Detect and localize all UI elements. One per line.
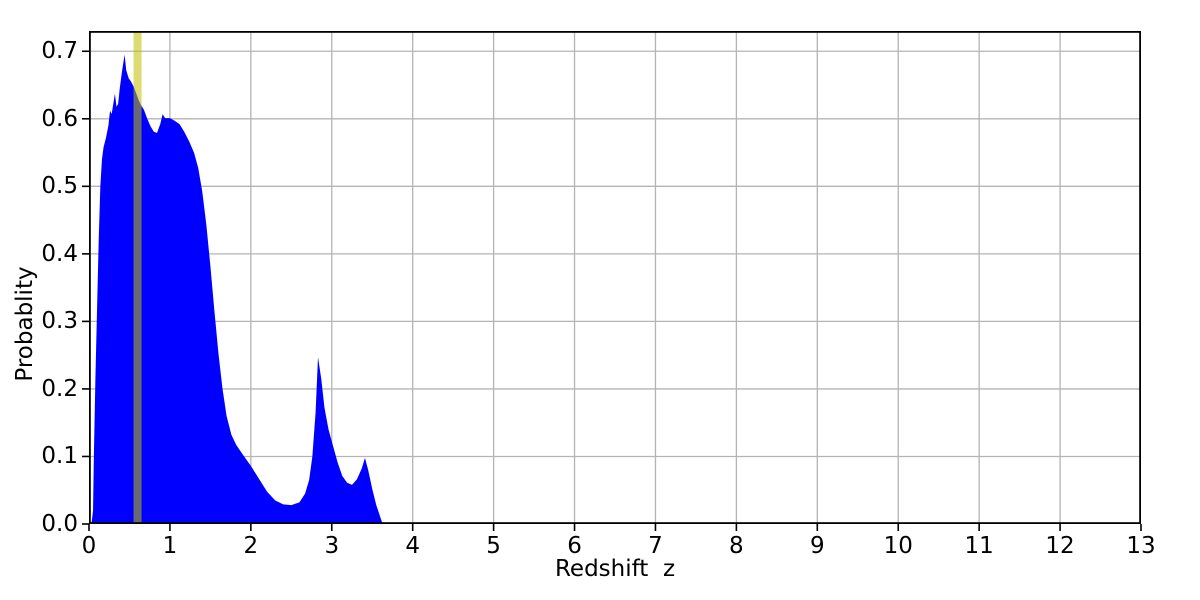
axes-spines: [88, 30, 1141, 525]
x-tick-label: 10: [883, 533, 913, 559]
plot-svg: [82, 30, 1142, 531]
y-tick-label: 0.3: [41, 308, 78, 335]
x-tick-label: 0: [81, 533, 97, 559]
x-axis-label: Redshift z: [554, 556, 676, 582]
distribution-area: [91, 54, 383, 524]
x-tick-label: 12: [1045, 533, 1075, 559]
y-tick-label: 0.4: [41, 240, 78, 267]
y-tick-label: 0.0: [41, 511, 78, 537]
y-tick-label: 0.6: [41, 105, 78, 132]
x-tick-label: 2: [243, 533, 259, 559]
x-tick-label: 4: [405, 533, 420, 559]
y-tick-label: 0.7: [41, 38, 78, 65]
x-tick-label: 1: [162, 533, 178, 559]
x-tick-label: 9: [809, 533, 825, 559]
y-tick-label: 0.5: [41, 173, 78, 200]
y-tick-label: 0.2: [41, 375, 78, 402]
x-tick-label: 5: [486, 533, 501, 559]
y-tick-label: 0.1: [41, 443, 78, 470]
plot-area: [82, 30, 1142, 531]
x-tick-label: 11: [964, 533, 994, 559]
x-tick-label: 8: [729, 533, 744, 559]
x-tick-label: 3: [324, 533, 340, 559]
x-tick-label: 6: [567, 533, 582, 559]
x-tick-label: 7: [648, 533, 663, 559]
x-tick-label: 13: [1126, 533, 1156, 559]
marker-line: [133, 31, 142, 524]
